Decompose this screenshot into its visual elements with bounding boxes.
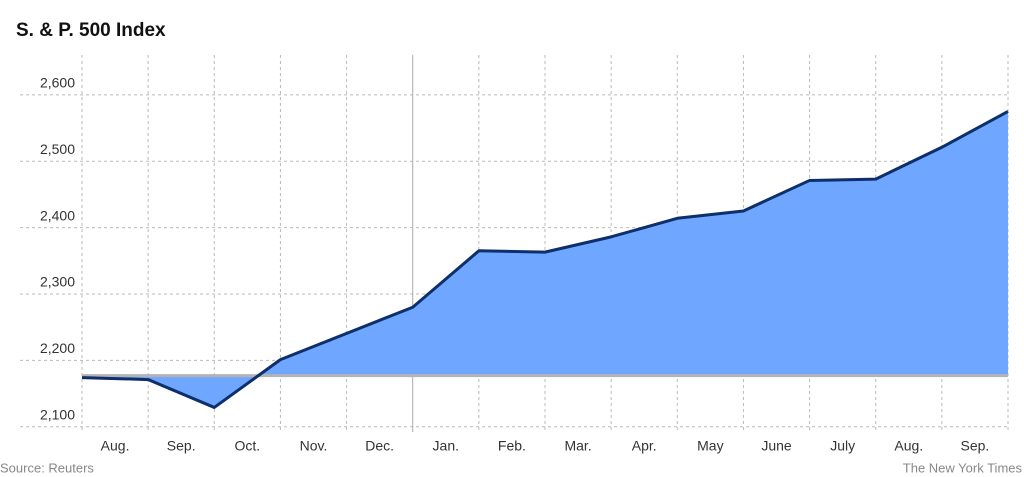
x-tick-label: July [830,438,855,454]
x-tick-label: Aug. [894,438,923,454]
y-tick-label: 2,500 [40,141,75,157]
x-tick-label: Aug. [101,438,130,454]
source: Source: Reuters [0,460,94,475]
x-tick-label: Apr. [632,438,657,454]
x-tick-label: Jan. [433,438,459,454]
area [82,111,1008,408]
credit: The New York Times [903,460,1023,475]
chart-title: S. & P. 500 Index [16,20,166,41]
y-tick-label: 2,300 [40,274,75,290]
y-tick-label: 2,200 [40,340,75,356]
x-tick-label: Mar. [564,438,591,454]
x-tick-label: Nov. [300,438,328,454]
x-tick-label: May [697,438,723,454]
x-tick-label: June [761,438,792,454]
y-tick-label: 2,400 [40,207,75,223]
x-tick-label: Sep. [167,438,196,454]
x-tick-label: Oct. [235,438,261,454]
x-tick-label: Feb. [498,438,526,454]
line [81,110,1009,409]
y-tick-label: 2,600 [40,75,75,91]
x-tick-label: Sep. [961,438,990,454]
x-tick-label: Dec. [365,438,394,454]
y-tick-label: 2,100 [40,406,75,422]
